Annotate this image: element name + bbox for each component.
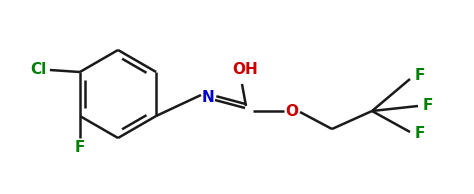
Text: O: O [285, 104, 299, 119]
Text: F: F [415, 126, 425, 141]
Text: F: F [415, 68, 425, 83]
Text: F: F [75, 139, 85, 154]
Text: N: N [201, 89, 214, 105]
Text: F: F [423, 99, 433, 113]
Text: OH: OH [232, 62, 258, 77]
Text: Cl: Cl [30, 61, 46, 76]
